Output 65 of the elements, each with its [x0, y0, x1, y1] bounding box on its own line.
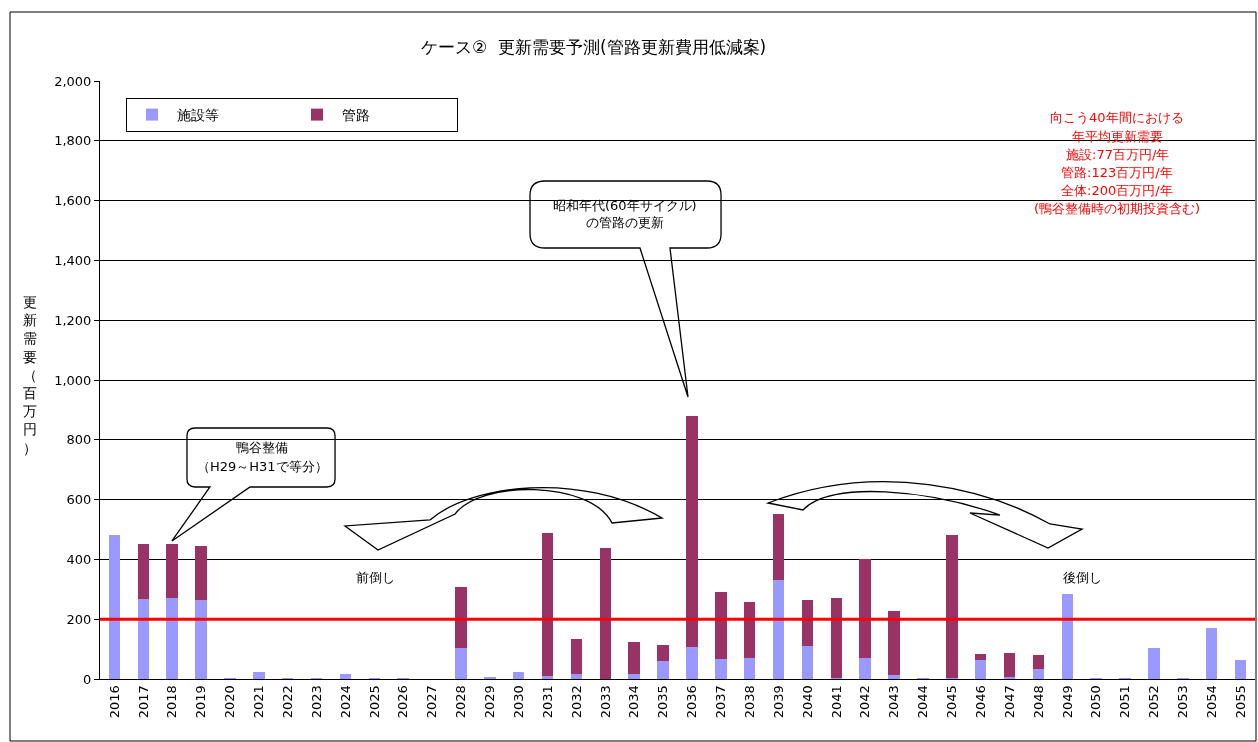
x-tick-label: 2041	[828, 685, 844, 719]
y-tick-label: 1,400	[54, 252, 92, 268]
x-tick-label: 2037	[713, 685, 729, 719]
annotation: （H29～H31で等分）	[197, 459, 328, 474]
x-tick-label: 2039	[770, 685, 786, 719]
x-tick-label: 2048	[1030, 685, 1046, 719]
x-tick-label: 2024	[337, 685, 353, 719]
y-tick-label: 1,800	[54, 133, 92, 149]
y-tick-label: 1,200	[54, 312, 92, 328]
x-tick-label: 2054	[1203, 685, 1219, 719]
x-tick-label: 2032	[568, 685, 584, 719]
x-tick-label: 2044	[915, 685, 931, 719]
x-tick-label: 2047	[1001, 685, 1017, 719]
legend-label: 管路	[342, 107, 370, 124]
y-tick-label: 200	[66, 611, 92, 627]
y-tick-label: 400	[66, 551, 92, 567]
x-tick-label: 2021	[251, 685, 267, 719]
y-tick-label: 1,000	[54, 372, 92, 388]
x-tick-label: 2030	[510, 685, 526, 719]
x-tick-label: 2026	[395, 685, 411, 719]
x-tick-label: 2025	[366, 685, 382, 719]
x-tick-label: 2055	[1232, 685, 1248, 719]
x-tick-label: 2053	[1175, 685, 1191, 719]
x-tick-label: 2020	[222, 685, 238, 719]
x-tick-label: 2051	[1117, 685, 1133, 719]
annotation: の管路の更新	[586, 215, 664, 230]
chart-title: ケース② 更新需要予測(管路更新費用低減案)	[420, 36, 767, 57]
x-tick-label: 2050	[1088, 685, 1104, 719]
x-tick-label: 2034	[626, 685, 642, 719]
annotation: 前倒し	[356, 570, 395, 585]
x-tick-label: 2046	[972, 685, 988, 719]
x-tick-label: 2023	[308, 685, 324, 719]
x-tick-label: 2049	[1059, 685, 1075, 719]
x-tick-label: 2018	[164, 685, 180, 719]
x-tick-label: 2038	[741, 685, 757, 719]
x-tick-label: 2035	[655, 685, 671, 719]
x-tick-label: 2042	[857, 685, 873, 719]
x-tick-label: 2017	[135, 685, 151, 719]
annotation: (鴨谷整備時の初期投資含む)	[1034, 201, 1201, 216]
y-tick-label: 600	[66, 492, 92, 508]
annotation: 全体:200百万円/年	[1061, 183, 1173, 198]
text: 更新需要（百万円）	[23, 294, 37, 456]
x-tick-label: 2052	[1146, 685, 1162, 719]
annotation: 後倒し	[1063, 570, 1102, 585]
y-tick-label: 0	[83, 671, 92, 687]
y-tick-label: 800	[66, 432, 92, 448]
x-tick-label: 2033	[597, 685, 613, 719]
x-tick-label: 2019	[193, 685, 209, 719]
legend-label: 施設等	[177, 107, 219, 124]
x-tick-label: 2040	[799, 685, 815, 719]
y-tick-label: 2,000	[54, 73, 92, 89]
annotation: 向こう40年間における	[1050, 110, 1184, 125]
annotation: 管路:123百万円/年	[1061, 165, 1173, 180]
y-tick-label: 1,600	[54, 193, 92, 209]
x-tick-label: 2028	[453, 685, 469, 719]
annotation: 施設:77百万円/年	[1066, 147, 1170, 162]
x-tick-label: 2043	[886, 685, 902, 719]
x-tick-label: 2031	[539, 685, 555, 719]
x-tick-label: 2022	[279, 685, 295, 719]
x-tick-label: 2016	[106, 685, 122, 719]
x-tick-label: 2029	[482, 685, 498, 719]
x-tick-label: 2036	[684, 685, 700, 719]
x-tick-label: 2045	[944, 685, 960, 719]
x-tick-label: 2027	[424, 685, 440, 719]
annotation: 鴨谷整備	[236, 440, 288, 455]
